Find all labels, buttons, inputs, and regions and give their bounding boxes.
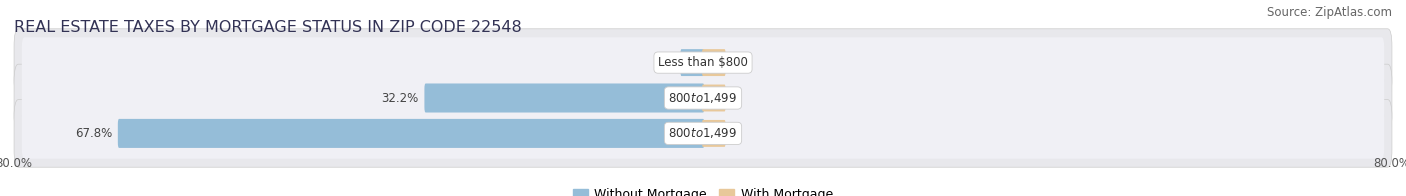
FancyBboxPatch shape (702, 49, 725, 76)
Text: 32.2%: 32.2% (381, 92, 419, 104)
Text: $800 to $1,499: $800 to $1,499 (668, 126, 738, 140)
FancyBboxPatch shape (681, 49, 704, 76)
FancyBboxPatch shape (14, 64, 1392, 132)
FancyBboxPatch shape (702, 84, 725, 112)
FancyBboxPatch shape (22, 73, 1384, 123)
FancyBboxPatch shape (702, 120, 725, 147)
FancyBboxPatch shape (14, 100, 1392, 167)
FancyBboxPatch shape (14, 29, 1392, 96)
Text: $800 to $1,499: $800 to $1,499 (668, 91, 738, 105)
Text: Less than $800: Less than $800 (658, 56, 748, 69)
Text: 0.0%: 0.0% (710, 56, 740, 69)
Text: 0.0%: 0.0% (710, 92, 740, 104)
Text: Source: ZipAtlas.com: Source: ZipAtlas.com (1267, 6, 1392, 19)
Text: 67.8%: 67.8% (75, 127, 112, 140)
FancyBboxPatch shape (118, 119, 704, 148)
FancyBboxPatch shape (22, 108, 1384, 159)
Text: REAL ESTATE TAXES BY MORTGAGE STATUS IN ZIP CODE 22548: REAL ESTATE TAXES BY MORTGAGE STATUS IN … (14, 20, 522, 35)
Text: 0.0%: 0.0% (666, 56, 696, 69)
Legend: Without Mortgage, With Mortgage: Without Mortgage, With Mortgage (568, 183, 838, 196)
FancyBboxPatch shape (425, 83, 704, 113)
Text: 0.0%: 0.0% (710, 127, 740, 140)
FancyBboxPatch shape (22, 37, 1384, 88)
